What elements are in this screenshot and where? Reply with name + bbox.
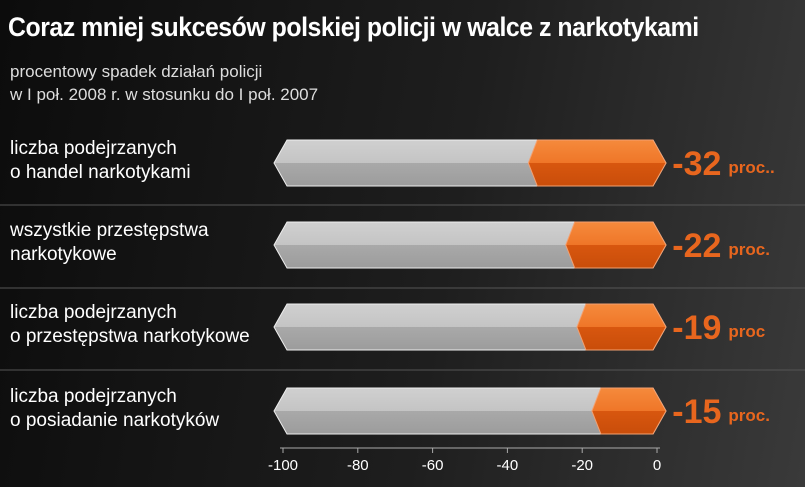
value-label: -22 (672, 227, 721, 265)
value-label: -19 (672, 309, 721, 347)
bar (591, 387, 667, 435)
value-unit: proc (728, 322, 765, 341)
chart-title: Coraz mniej sukcesów polskiej policji w … (8, 12, 699, 42)
x-tick-label: -60 (422, 457, 444, 474)
x-tick-label: -80 (347, 457, 369, 474)
value-unit: proc. (728, 406, 770, 425)
x-tick-label: -40 (497, 457, 519, 474)
bar (565, 221, 667, 269)
x-tick-label: -20 (571, 457, 593, 474)
value-label: -15 (672, 393, 721, 431)
category-label: wszystkie przestępstwa narkotykowe (10, 220, 209, 265)
bar (527, 139, 667, 187)
x-tick-label: -100 (268, 457, 298, 474)
subtitle: procentowy spadek działań policji (10, 62, 263, 81)
category-label: liczba podejrzanych o handel narkotykami (10, 138, 191, 183)
value-unit: proc.. (728, 158, 774, 177)
bar (576, 303, 667, 351)
subtitle: w I poł. 2008 r. w stosunku do I poł. 20… (10, 85, 319, 104)
x-tick-label: 0 (653, 457, 661, 474)
value-unit: proc. (728, 240, 770, 259)
category-label: liczba podejrzanych o posiadanie narkoty… (10, 386, 220, 431)
value-label: -32 (672, 145, 721, 183)
category-label: liczba podejrzanych o przestępstwa narko… (10, 302, 250, 347)
